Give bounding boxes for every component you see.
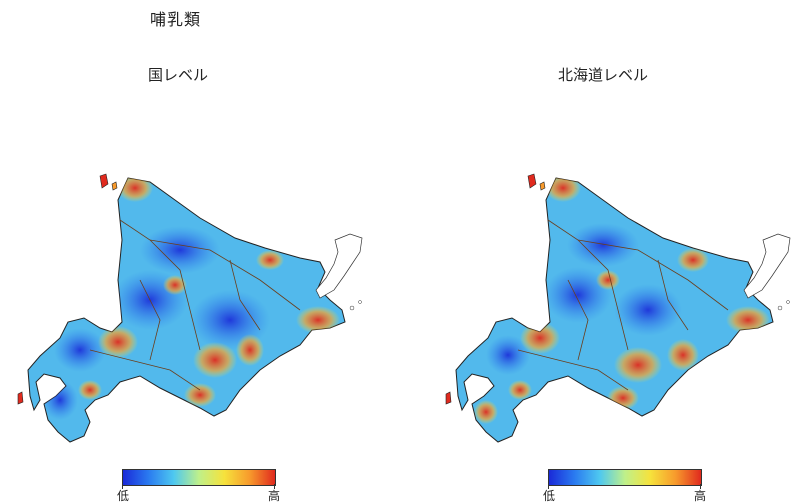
rishiri-island (99, 173, 109, 189)
map-hokkaido-level (445, 173, 791, 443)
legend-tick-low (548, 484, 549, 489)
figure-title: 哺乳類 (150, 10, 202, 29)
legend-low-label: 低 (117, 489, 130, 503)
legend-tick-low (122, 484, 123, 489)
okushiri-island (445, 391, 452, 405)
okushiri-island (17, 391, 24, 405)
northern-islands-outline (743, 233, 791, 299)
legend-colorbar-hokkaido (548, 469, 702, 486)
map-national-level (17, 173, 363, 443)
legend-high-label: 高 (268, 489, 281, 503)
rebun-island (539, 181, 546, 191)
legend-tick-high (274, 484, 275, 489)
legend-high-label: 高 (694, 489, 707, 503)
rebun-island (111, 181, 118, 191)
panel-title-hokkaido: 北海道レベル (558, 66, 649, 84)
legend-colorbar-national (122, 469, 276, 486)
panel-title-national: 国レベル (148, 66, 209, 84)
legend-low-label: 低 (543, 489, 556, 503)
rishiri-island (527, 173, 537, 189)
northern-islands-outline (315, 233, 363, 299)
legend-tick-high (700, 484, 701, 489)
